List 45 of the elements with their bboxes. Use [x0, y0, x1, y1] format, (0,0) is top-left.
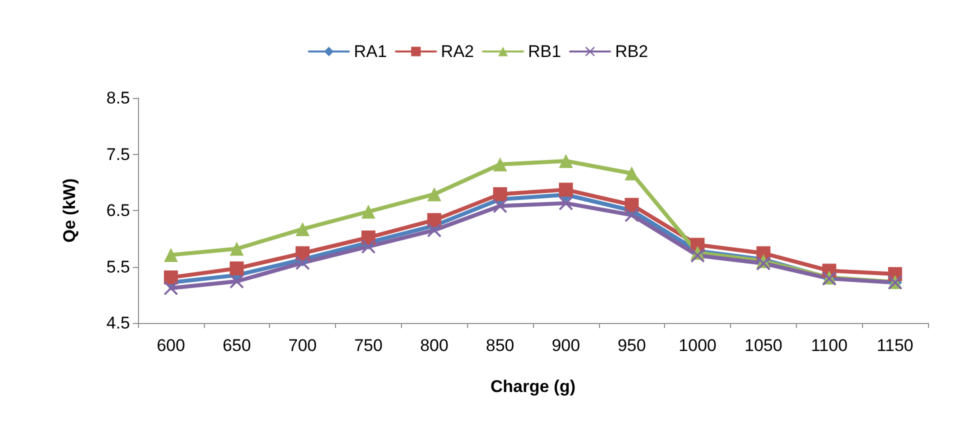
legend-label: RA2	[440, 42, 474, 61]
x-tick-label: 700	[288, 336, 317, 355]
x-tick-label: 750	[354, 336, 383, 355]
point	[164, 248, 178, 262]
point	[624, 166, 639, 180]
x-axis-title: Charge (g)	[490, 377, 576, 396]
x-tick-label: 800	[420, 336, 448, 355]
point	[230, 242, 244, 256]
point	[690, 248, 705, 262]
point	[296, 222, 310, 236]
point	[558, 182, 573, 197]
x-tick-label: 950	[618, 336, 646, 355]
y-axis-title: Qe (kW)	[60, 178, 79, 243]
legend-label: RA1	[354, 42, 387, 61]
y-tick-label: 5.5	[106, 257, 130, 276]
point	[493, 157, 508, 172]
point	[427, 223, 442, 238]
point	[164, 270, 178, 284]
point	[493, 187, 508, 202]
x-tick-label: 900	[552, 336, 580, 355]
point	[164, 281, 178, 296]
legend-label: RB1	[528, 42, 562, 61]
x-tick-label: 650	[222, 336, 251, 355]
x-tick-label: 600	[156, 336, 186, 355]
point	[624, 198, 639, 212]
y-tick-label: 7.5	[106, 144, 130, 164]
point	[427, 213, 442, 228]
point	[493, 199, 508, 213]
x-tick-label: 850	[486, 336, 514, 355]
x-tick-label: 1100	[810, 336, 848, 355]
point	[558, 196, 573, 210]
point	[624, 208, 639, 222]
point	[361, 240, 376, 254]
legend-label: RB2	[615, 42, 648, 61]
point	[361, 204, 376, 219]
x-tick-label: 1150	[876, 336, 914, 355]
y-tick-label: 4.5	[106, 314, 130, 332]
x-tick-label: 1050	[744, 336, 782, 355]
point	[558, 154, 573, 168]
point	[427, 187, 442, 202]
point	[230, 261, 244, 276]
x-tick-label: 1000	[678, 336, 716, 355]
point	[230, 274, 244, 288]
y-tick-label: 6.5	[106, 201, 130, 220]
y-tick-label: 8.5	[106, 88, 130, 108]
